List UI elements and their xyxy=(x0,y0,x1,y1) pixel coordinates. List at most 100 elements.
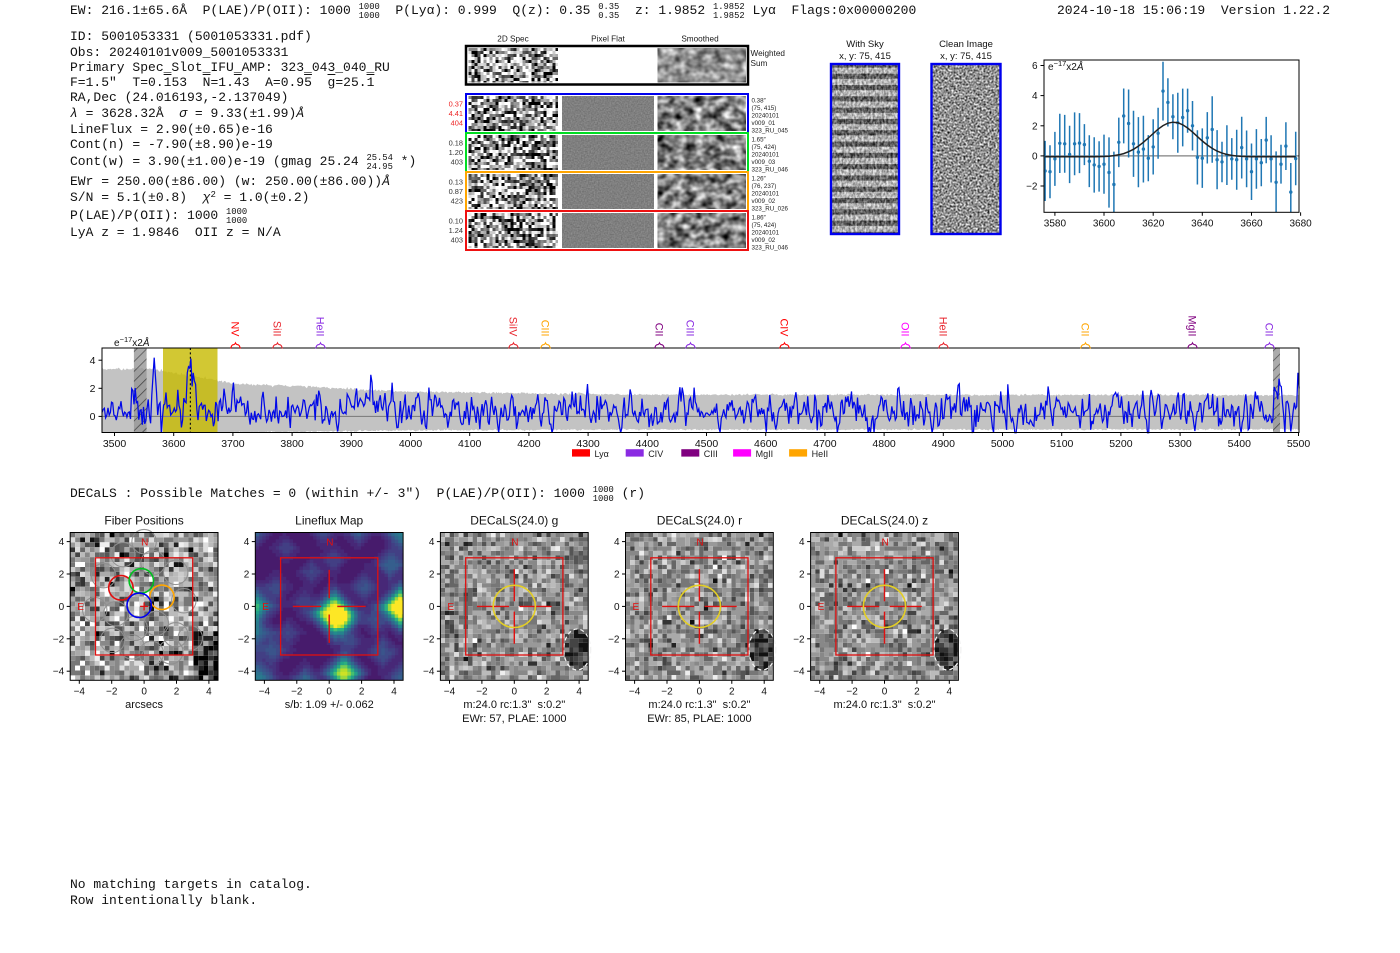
svg-text:CIV: CIV xyxy=(648,449,663,459)
svg-text:−2: −2 xyxy=(1026,182,1038,193)
svg-text:404: 404 xyxy=(451,119,463,128)
svg-text:5100: 5100 xyxy=(1050,438,1074,450)
svg-text:3580: 3580 xyxy=(1044,218,1067,229)
svg-text:4.41: 4.41 xyxy=(449,109,463,118)
svg-text:−2: −2 xyxy=(238,634,250,645)
svg-text:−2: −2 xyxy=(661,686,673,697)
svg-text:20240101: 20240101 xyxy=(752,190,780,197)
svg-text:x, y: 75, 415: x, y: 75, 415 xyxy=(940,51,992,62)
svg-text:m:24.0 rc:1.3" s:0.2": m:24.0 rc:1.3" s:0.2" xyxy=(463,699,565,711)
svg-text:2: 2 xyxy=(359,686,365,697)
svg-text:CIII: CIII xyxy=(684,320,696,337)
svg-text:5200: 5200 xyxy=(1109,438,1133,450)
svg-text:4: 4 xyxy=(947,686,953,697)
svg-text:Sum: Sum xyxy=(751,59,768,68)
svg-text:1.26″: 1.26″ xyxy=(752,176,767,183)
svg-text:0: 0 xyxy=(1032,151,1038,162)
svg-text:−4: −4 xyxy=(74,686,86,697)
svg-text:4700: 4700 xyxy=(813,438,837,450)
svg-text:3500: 3500 xyxy=(103,438,127,450)
svg-text:6: 6 xyxy=(1032,61,1038,72)
svg-text:0: 0 xyxy=(882,686,888,697)
svg-text:2: 2 xyxy=(174,686,180,697)
svg-text:−4: −4 xyxy=(259,686,271,697)
svg-text:3620: 3620 xyxy=(1142,218,1165,229)
svg-text:0: 0 xyxy=(429,602,435,613)
svg-text:m:24.0 rc:1.3" s:0.2": m:24.0 rc:1.3" s:0.2" xyxy=(648,699,750,711)
svg-text:E: E xyxy=(262,602,269,613)
svg-text:DECaLS(24.0) g: DECaLS(24.0) g xyxy=(470,514,558,528)
svg-text:0: 0 xyxy=(59,602,65,613)
svg-text:HeII: HeII xyxy=(812,449,829,459)
svg-text:0: 0 xyxy=(244,602,250,613)
svg-text:−2: −2 xyxy=(476,686,488,697)
svg-text:N: N xyxy=(326,538,333,549)
svg-text:−2: −2 xyxy=(291,686,303,697)
svg-text:3640: 3640 xyxy=(1191,218,1214,229)
svg-text:423: 423 xyxy=(451,197,463,206)
svg-text:4600: 4600 xyxy=(754,438,778,450)
svg-text:e−17x2Å: e−17x2Å xyxy=(1048,59,1084,73)
svg-text:4900: 4900 xyxy=(932,438,956,450)
svg-text:323_RU_046: 323_RU_046 xyxy=(752,244,789,251)
svg-text:CII: CII xyxy=(1263,323,1275,337)
svg-text:2: 2 xyxy=(729,686,735,697)
svg-text:0.38″: 0.38″ xyxy=(752,98,767,105)
svg-text:1.65″: 1.65″ xyxy=(752,137,767,144)
svg-text:2D Spec: 2D Spec xyxy=(497,35,528,44)
svg-text:2: 2 xyxy=(799,570,805,581)
svg-text:−2: −2 xyxy=(423,634,435,645)
svg-text:20240101: 20240101 xyxy=(752,112,780,119)
svg-text:(75, 415): (75, 415) xyxy=(752,105,777,112)
svg-text:Fiber Positions: Fiber Positions xyxy=(104,514,183,528)
svg-text:s/b: 1.09 +/- 0.062: s/b: 1.09 +/- 0.062 xyxy=(285,699,374,711)
svg-text:5400: 5400 xyxy=(1228,438,1252,450)
svg-text:323_RU_046: 323_RU_046 xyxy=(752,166,789,173)
svg-text:403: 403 xyxy=(451,236,463,245)
svg-text:−4: −4 xyxy=(423,667,435,678)
svg-text:0: 0 xyxy=(326,686,332,697)
svg-text:arcsecs: arcsecs xyxy=(125,699,163,711)
svg-text:323_RU_026: 323_RU_026 xyxy=(752,205,789,212)
svg-text:4800: 4800 xyxy=(872,438,896,450)
svg-text:HeII: HeII xyxy=(314,317,326,337)
svg-text:−2: −2 xyxy=(846,686,858,697)
svg-text:N: N xyxy=(141,538,148,549)
svg-text:−4: −4 xyxy=(608,667,620,678)
svg-text:E: E xyxy=(447,602,454,613)
svg-text:403: 403 xyxy=(451,158,463,167)
svg-text:4: 4 xyxy=(761,686,767,697)
svg-text:Lineflux Map: Lineflux Map xyxy=(295,514,363,528)
svg-text:0: 0 xyxy=(141,686,147,697)
svg-text:323_RU_045: 323_RU_045 xyxy=(752,127,789,134)
svg-text:3680: 3680 xyxy=(1289,218,1312,229)
svg-text:Clean Image: Clean Image xyxy=(939,39,993,50)
svg-text:MgII: MgII xyxy=(756,449,774,459)
svg-text:v009_03: v009_03 xyxy=(752,159,776,166)
svg-text:5300: 5300 xyxy=(1168,438,1192,450)
svg-text:−2: −2 xyxy=(608,634,620,645)
svg-text:E: E xyxy=(633,602,640,613)
svg-text:CII: CII xyxy=(1079,323,1091,337)
svg-text:0.13: 0.13 xyxy=(449,178,463,187)
svg-text:3660: 3660 xyxy=(1240,218,1263,229)
svg-text:N: N xyxy=(511,538,518,549)
svg-text:EWr: 57, PLAE: 1000: EWr: 57, PLAE: 1000 xyxy=(462,713,566,725)
svg-text:−2: −2 xyxy=(793,634,805,645)
svg-text:−4: −4 xyxy=(238,667,250,678)
svg-text:CII: CII xyxy=(653,323,665,337)
svg-text:v009_02: v009_02 xyxy=(752,237,776,244)
svg-text:(75, 424): (75, 424) xyxy=(752,144,777,151)
svg-text:With Sky: With Sky xyxy=(846,39,884,50)
svg-text:E: E xyxy=(77,602,84,613)
svg-text:20240101: 20240101 xyxy=(752,229,780,236)
svg-text:−4: −4 xyxy=(444,686,456,697)
svg-text:4400: 4400 xyxy=(636,438,660,450)
svg-text:4500: 4500 xyxy=(695,438,719,450)
svg-text:e−17x2Å: e−17x2Å xyxy=(114,335,150,349)
svg-text:MgII: MgII xyxy=(1186,316,1198,337)
svg-text:2: 2 xyxy=(244,570,250,581)
svg-text:3900: 3900 xyxy=(340,438,364,450)
svg-text:(75, 424): (75, 424) xyxy=(752,222,777,229)
svg-text:0.10: 0.10 xyxy=(449,217,463,226)
